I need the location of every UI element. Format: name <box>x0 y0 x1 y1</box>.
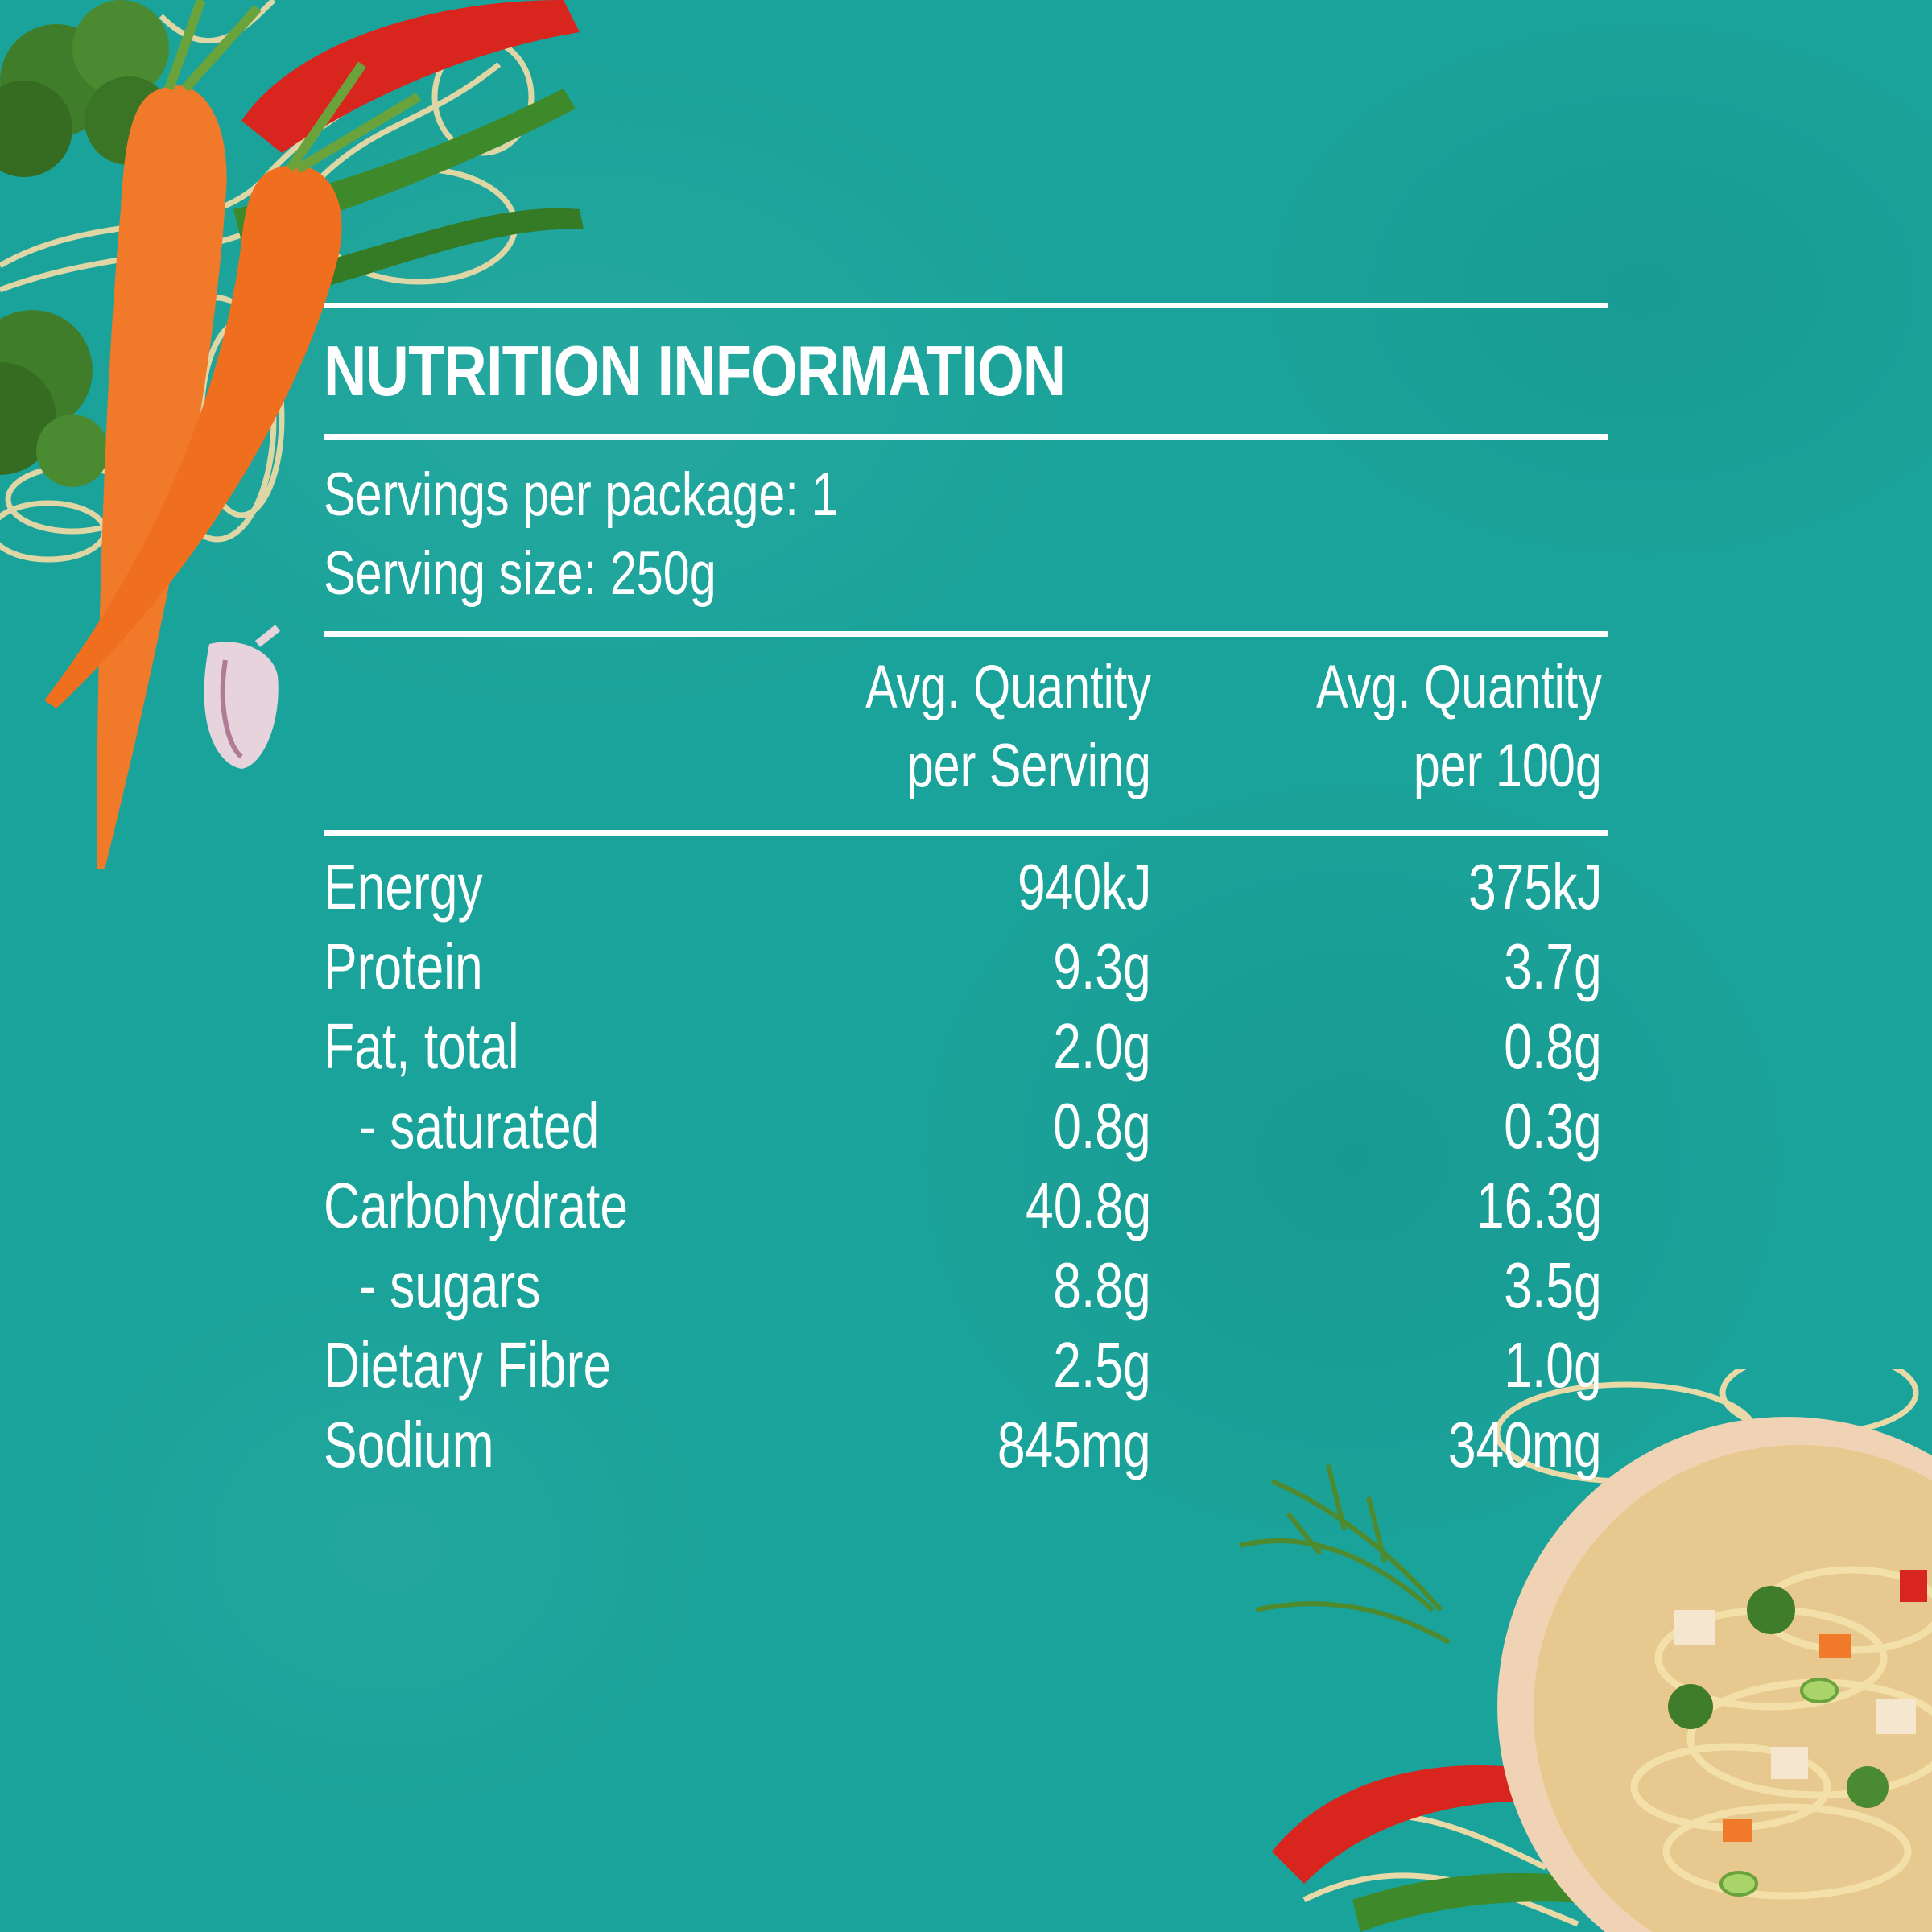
value-per-serving: 2.0g <box>1053 1010 1151 1082</box>
servings-per-package: Servings per package: 1 <box>324 460 839 529</box>
carrot-icon <box>44 0 422 869</box>
servings-info: Servings per package: 1 Serving size: 25… <box>324 440 1608 631</box>
nutrient-name: Dietary Fibre <box>324 1329 612 1401</box>
value-per-serving: 845mg <box>997 1409 1151 1480</box>
nutrient-row-energy: Energy 940kJ 375kJ <box>324 847 1608 927</box>
panel-title: NUTRITION INFORMATION <box>324 331 1066 411</box>
nutrient-name: Energy <box>324 851 483 923</box>
top-divider <box>324 303 1608 308</box>
value-per-serving: 9.3g <box>1053 931 1151 1002</box>
nutrient-row-saturated: - saturated 0.8g 0.3g <box>324 1086 1608 1166</box>
value-per-100g: 0.3g <box>1504 1090 1602 1162</box>
column-header-per-serving: Avg. Quantity per Serving <box>865 653 1151 800</box>
garlic-icon <box>204 625 281 769</box>
value-per-100g: 375kJ <box>1468 851 1602 923</box>
title-divider <box>324 434 1608 440</box>
value-per-100g: 16.3g <box>1476 1170 1602 1241</box>
column-header-per-100g: Avg. Quantity per 100g <box>1316 653 1602 800</box>
nutrient-name: - sugars <box>359 1249 541 1321</box>
carrot-greens-icon <box>1239 1464 1451 1645</box>
pasta-bowl-icon <box>1497 1417 1932 1932</box>
nutrient-row-protein: Protein 9.3g 3.7g <box>324 927 1608 1006</box>
nutrient-row-sodium: Sodium 845mg 340mg <box>324 1405 1608 1484</box>
red-pepper-icon <box>1272 1765 1554 1884</box>
nutrient-name: Fat, total <box>324 1010 519 1082</box>
nutrition-panel: NUTRITION INFORMATION Servings per packa… <box>324 303 1608 1484</box>
nutrient-row-dietary-fibre: Dietary Fibre 2.5g 1.0g <box>324 1325 1608 1405</box>
value-per-100g: 0.8g <box>1504 1010 1602 1082</box>
nutrient-name: Carbohydrate <box>324 1170 629 1241</box>
serving-size: Serving size: 250g <box>324 539 716 608</box>
value-per-100g: 1.0g <box>1504 1329 1602 1401</box>
value-per-100g: 3.7g <box>1504 931 1602 1002</box>
nutrient-name: - saturated <box>359 1090 600 1162</box>
pasta-bowl-illustration-bottom-right <box>1239 1368 1932 1932</box>
nutrient-row-fat-total: Fat, total 2.0g 0.8g <box>324 1006 1608 1086</box>
nutrient-row-sugars: - sugars 8.8g 3.5g <box>324 1245 1608 1325</box>
value-per-serving: 0.8g <box>1053 1090 1151 1162</box>
value-per-serving: 2.5g <box>1053 1329 1151 1401</box>
nutrient-name: Sodium <box>324 1409 494 1480</box>
nutrient-row-carbohydrate: Carbohydrate 40.8g 16.3g <box>324 1166 1608 1245</box>
nutrient-rows: Energy 940kJ 375kJ Protein 9.3g 3.7g Fat… <box>324 836 1608 1484</box>
value-per-serving: 940kJ <box>1017 851 1151 923</box>
value-per-serving: 8.8g <box>1053 1249 1151 1321</box>
servings-divider <box>324 631 1608 637</box>
vegetables-illustration-top-left <box>0 0 584 869</box>
value-per-100g: 3.5g <box>1504 1249 1602 1321</box>
nutrient-name: Protein <box>324 931 483 1002</box>
value-per-serving: 40.8g <box>1025 1170 1151 1241</box>
header-divider <box>324 830 1608 836</box>
column-headers: Avg. Quantity per Serving Avg. Quantity … <box>324 637 1608 830</box>
value-per-100g: 340mg <box>1448 1409 1602 1480</box>
